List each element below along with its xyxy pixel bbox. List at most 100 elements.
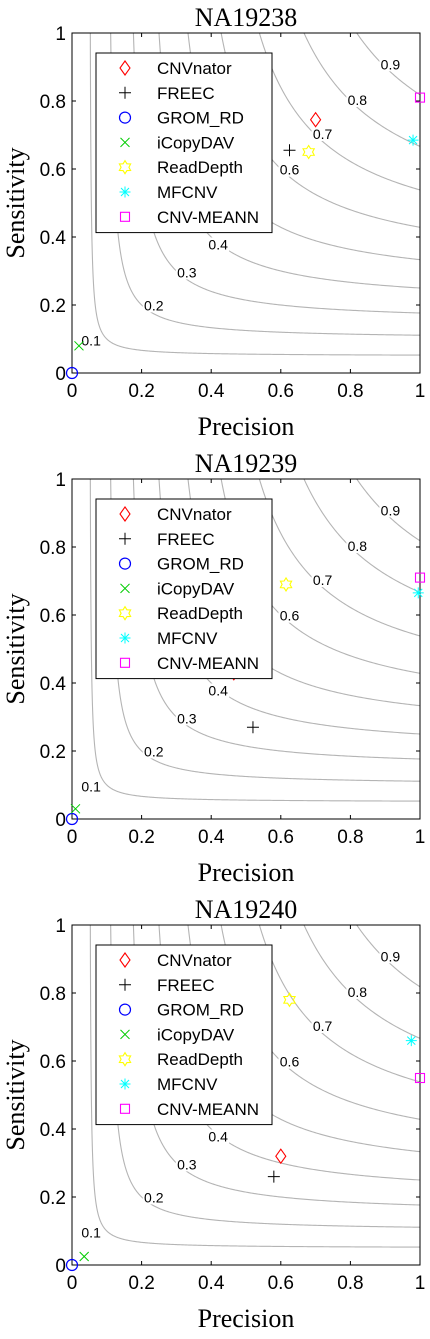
data-point-readdepth — [282, 992, 297, 1008]
contour-label-bg — [175, 1157, 198, 1172]
legend-marker-icopydav — [120, 137, 130, 148]
data-point-cnv-meann — [414, 572, 426, 583]
contour-label-bg — [346, 985, 369, 999]
markers — [65, 92, 426, 380]
legend-label: MFCNV — [157, 183, 218, 202]
legend-label: MFCNV — [157, 629, 218, 648]
contour-label-bg — [278, 608, 301, 623]
contour-line — [89, 479, 420, 802]
data-point-icopydav — [79, 1251, 90, 1262]
x-tick-label: 0.4 — [198, 1273, 225, 1294]
x-axis-label: Precision — [198, 858, 295, 887]
contour-line — [258, 925, 420, 1083]
x-tick-label: 0.6 — [268, 381, 294, 402]
axes-box — [71, 32, 421, 374]
legend-label: CNV-MEANN — [157, 1100, 259, 1119]
legend-marker-mfcnv — [119, 632, 131, 644]
contour-label-bg — [379, 57, 402, 72]
y-tick-label: 0.4 — [40, 1120, 67, 1141]
contour-line — [258, 33, 420, 191]
contour-label-bg — [311, 573, 334, 587]
chart-panel: 0.10.20.30.40.50.60.70.80.900.20.40.60.8… — [1, 449, 426, 887]
contour-label: 0.3 — [177, 710, 197, 726]
legend-marker-freec — [119, 532, 131, 545]
x-tick-label: 0.8 — [337, 827, 363, 848]
chart-title: NA19240 — [195, 895, 298, 924]
legend-label: FREEC — [157, 84, 215, 103]
x-tick-label: 1 — [415, 381, 426, 402]
y-tick-label: 0.2 — [40, 296, 66, 317]
contour-label-bg — [142, 1190, 165, 1205]
legend-label: ReadDepth — [157, 1050, 243, 1069]
legend-marker-cnv-meann — [119, 1103, 131, 1114]
contour-label: 0.2 — [144, 297, 164, 313]
data-point-cnvnator — [309, 111, 322, 128]
x-tick-label: 0.2 — [128, 827, 154, 848]
contour-line — [356, 33, 420, 96]
y-tick-label: 1 — [55, 24, 66, 45]
legend-label: ReadDepth — [157, 158, 243, 177]
contour-label: 0.4 — [208, 683, 228, 699]
chart-panel: 0.10.20.30.40.50.60.70.80.900.20.40.60.8… — [1, 3, 426, 441]
x-axis-label: Precision — [198, 412, 295, 441]
legend-marker-readdepth — [118, 1051, 132, 1067]
data-point-grom-rd — [65, 1258, 79, 1272]
contour-label: 0.7 — [313, 126, 333, 142]
contour-label-bg — [278, 162, 301, 177]
legend-marker-readdepth — [118, 605, 132, 621]
x-tick-label: 0 — [67, 827, 78, 848]
contour-label: 0.7 — [313, 1018, 333, 1034]
contour-label-bg — [311, 127, 334, 141]
legend-label: FREEC — [157, 976, 215, 995]
contour-label: 0.6 — [280, 608, 300, 624]
contour-line — [89, 33, 420, 356]
legend: CNVnator FREEC GROM_RD iCopyDAV ReadDepth MFC… — [95, 52, 273, 234]
y-tick-label: 0.8 — [40, 92, 66, 113]
x-axis-label: Precision — [198, 1304, 295, 1333]
contour-label-bg — [175, 265, 198, 280]
y-axis-label: Sensitivity — [1, 147, 30, 258]
y-tick-label: 0.6 — [40, 606, 66, 627]
data-point-cnvnator — [275, 1148, 287, 1165]
legend-marker-readdepth — [118, 159, 132, 175]
data-point-freec — [246, 721, 259, 734]
data-point-grom-rd — [65, 366, 79, 380]
contour-line — [356, 479, 420, 542]
y-axis-label: Sensitivity — [1, 1039, 30, 1150]
data-point-mfcnv — [405, 1035, 417, 1047]
data-point-freec — [283, 144, 296, 157]
data-point-readdepth — [302, 144, 316, 160]
data-point-icopydav — [74, 340, 84, 351]
legend-marker-grom-rd — [118, 1003, 132, 1016]
x-tick-label: 0.4 — [198, 827, 225, 848]
legend-label: MFCNV — [157, 1075, 218, 1094]
contour-label: 0.9 — [381, 948, 401, 964]
x-tick-label: 0.2 — [128, 381, 154, 402]
legend-label: iCopyDAV — [157, 133, 235, 152]
legend: CNVnator FREEC GROM_RD iCopyDAV ReadDepth MFC… — [95, 498, 273, 680]
x-tick-label: 0 — [67, 381, 78, 402]
legend-label: iCopyDAV — [157, 1025, 235, 1044]
legend-label: GROM_RD — [157, 555, 244, 574]
y-tick-label: 0.6 — [40, 160, 66, 181]
y-tick-label: 0 — [55, 1256, 66, 1277]
legend-marker-freec — [119, 86, 131, 99]
contour-label-bg — [207, 1129, 230, 1144]
legend: CNVnator FREEC GROM_RD iCopyDAV ReadDepth MFC… — [95, 944, 273, 1126]
contour-label-bg — [80, 1225, 103, 1240]
contour-label-bg — [278, 1054, 301, 1069]
contour-label-bg — [80, 779, 103, 794]
legend-label: CNV-MEANN — [157, 654, 259, 673]
markers — [65, 992, 426, 1272]
contour-label: 0.7 — [313, 572, 333, 588]
contour-label-bg — [207, 683, 230, 698]
contour-label: 0.8 — [348, 538, 368, 554]
contour-label: 0.1 — [81, 1225, 101, 1241]
x-tick-label: 1 — [415, 1273, 426, 1294]
contour-label: 0.9 — [381, 56, 401, 72]
contour-label-bg — [175, 711, 198, 726]
y-tick-label: 0.4 — [40, 228, 67, 249]
legend-label: FREEC — [157, 530, 215, 549]
contour-label: 0.2 — [144, 743, 164, 759]
